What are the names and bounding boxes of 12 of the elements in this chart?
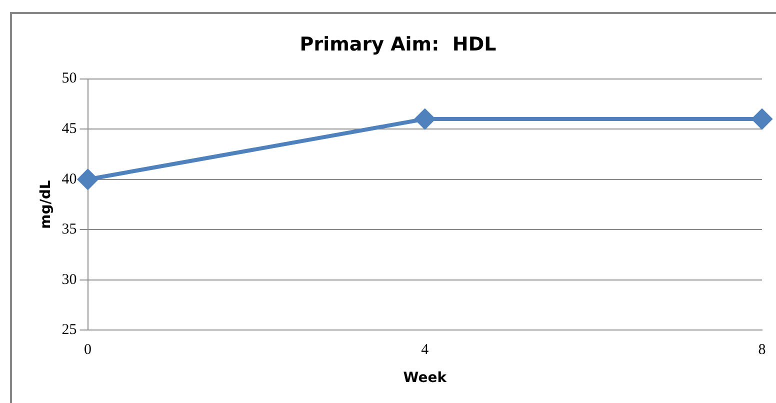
y-axis-title: mg/dL <box>38 180 54 229</box>
y-tick-label: 25 <box>62 322 77 338</box>
x-tick-label: 4 <box>421 342 430 358</box>
y-tick-label: 35 <box>62 222 77 238</box>
y-tick-label: 50 <box>62 70 77 87</box>
y-tick-label: 45 <box>62 121 77 138</box>
x-tick-label: 8 <box>758 342 766 358</box>
chart-title: Primary Aim: HDL <box>300 33 496 56</box>
x-axis-title: Week <box>403 370 448 386</box>
x-tick-label: 0 <box>84 342 92 358</box>
y-tick-label: 40 <box>62 171 77 188</box>
y-tick-label: 30 <box>62 272 77 288</box>
